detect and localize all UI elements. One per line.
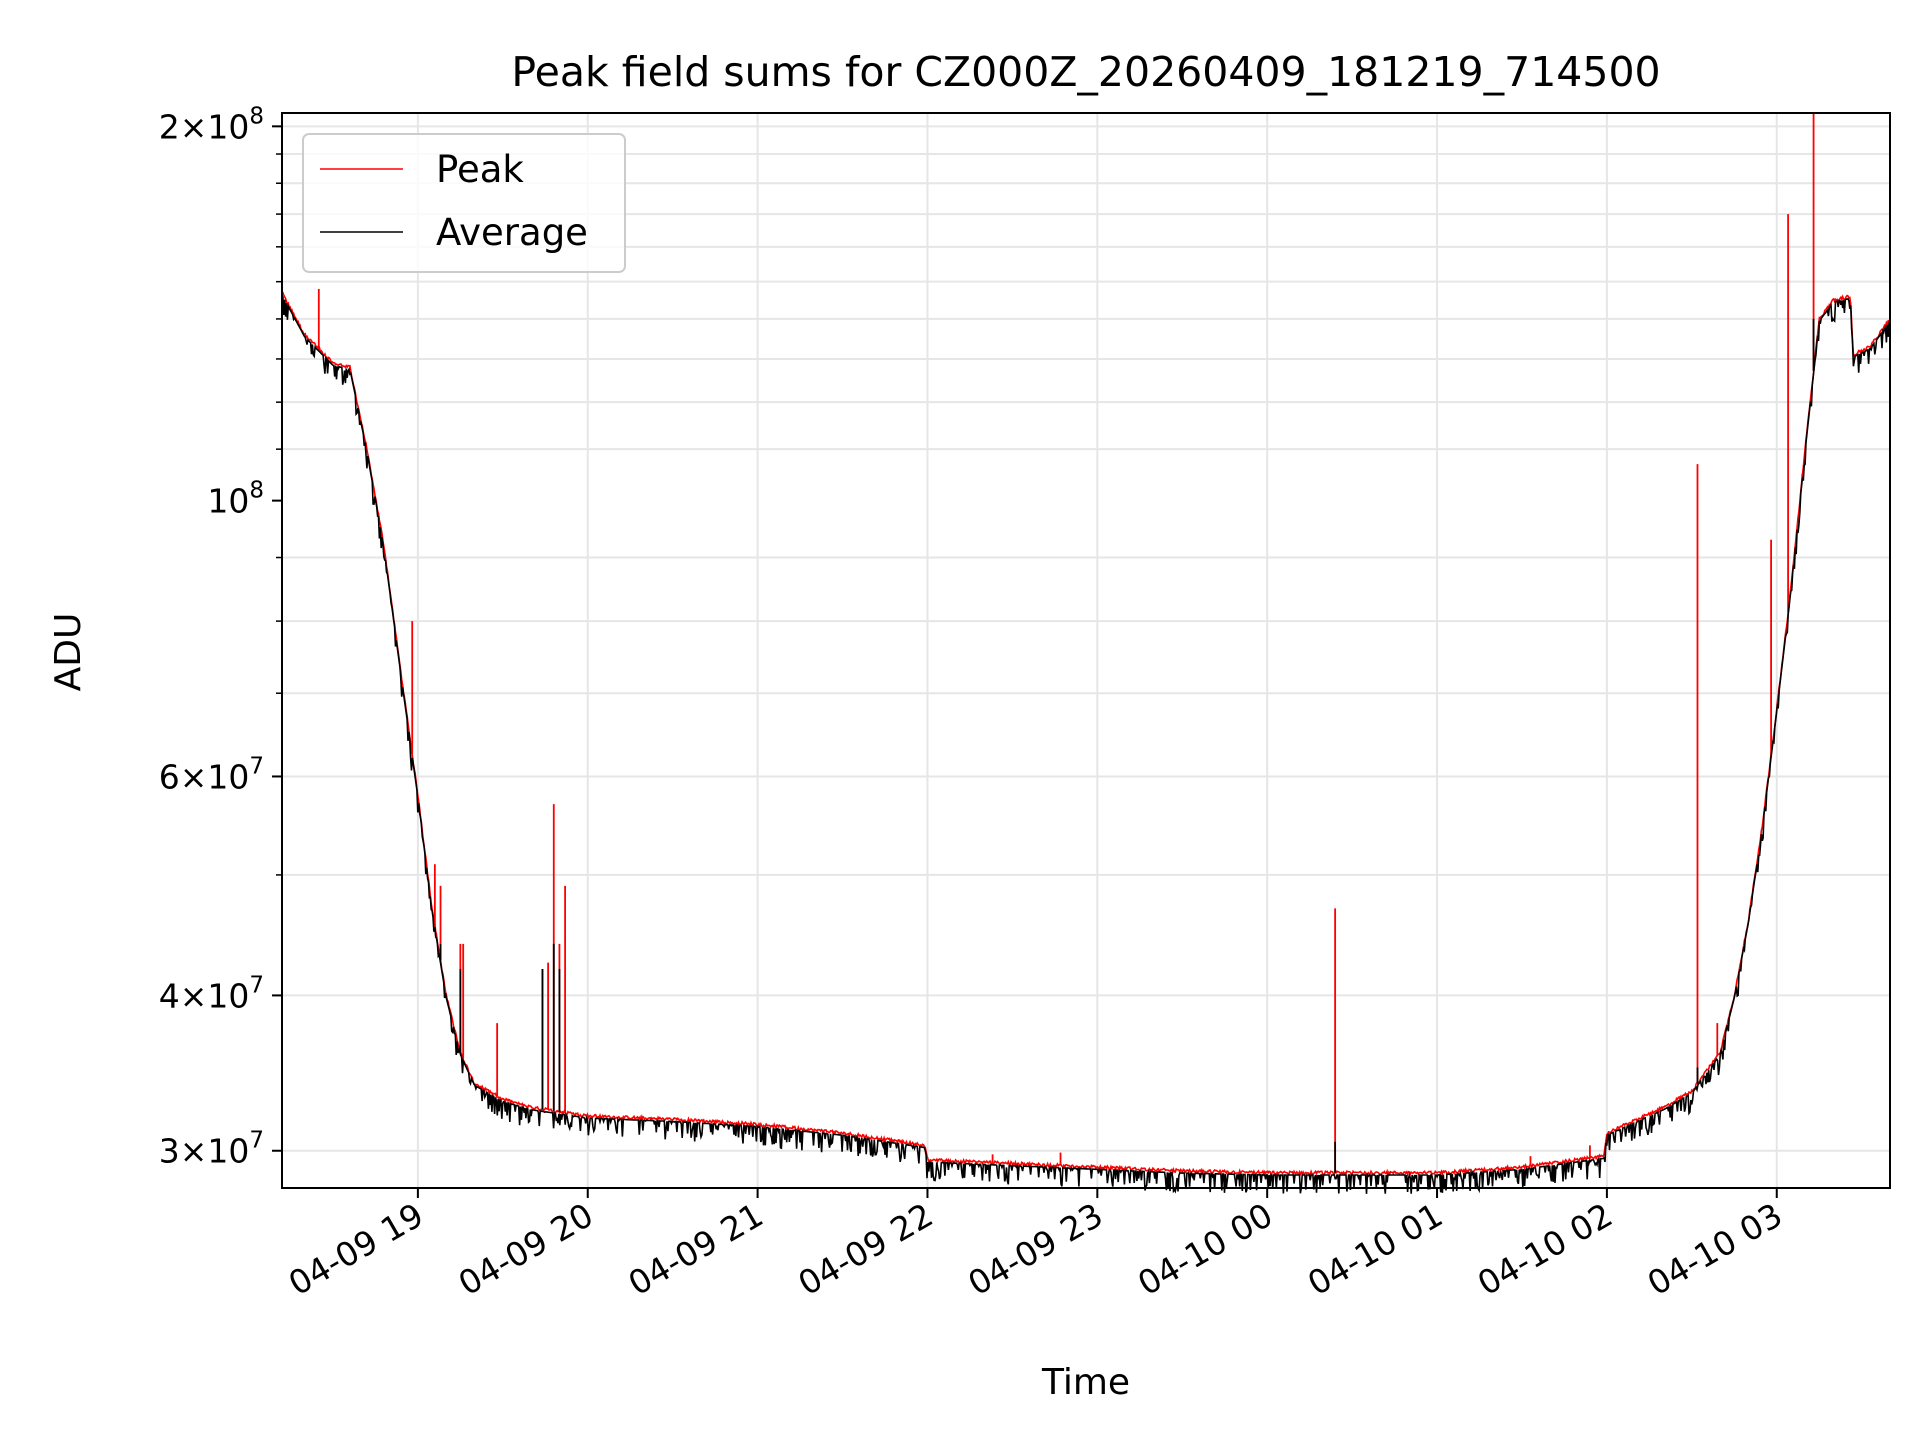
series-layer <box>281 113 1891 1194</box>
x-axis-label: Time <box>1041 1362 1130 1403</box>
y-tick-label: 4×107 <box>159 972 264 1015</box>
legend-label-average: Average <box>436 211 588 254</box>
legend-label-peak: Peak <box>436 148 524 191</box>
series-peak-line <box>281 291 1891 1178</box>
y-tick-label: 6×107 <box>159 753 264 796</box>
grid-layer <box>282 113 1890 1188</box>
chart-title: Peak field sums for CZ000Z_20260409_1812… <box>511 48 1660 96</box>
y-tick-label: 108 <box>207 478 264 521</box>
y-tick-label: 2×108 <box>159 103 264 146</box>
legend: Peak Average <box>302 133 626 273</box>
plot-frame <box>281 112 1891 1189</box>
series-average-line <box>281 296 1891 1194</box>
y-tick-label: 3×107 <box>159 1128 264 1171</box>
y-axis-label: ADU <box>48 613 89 692</box>
